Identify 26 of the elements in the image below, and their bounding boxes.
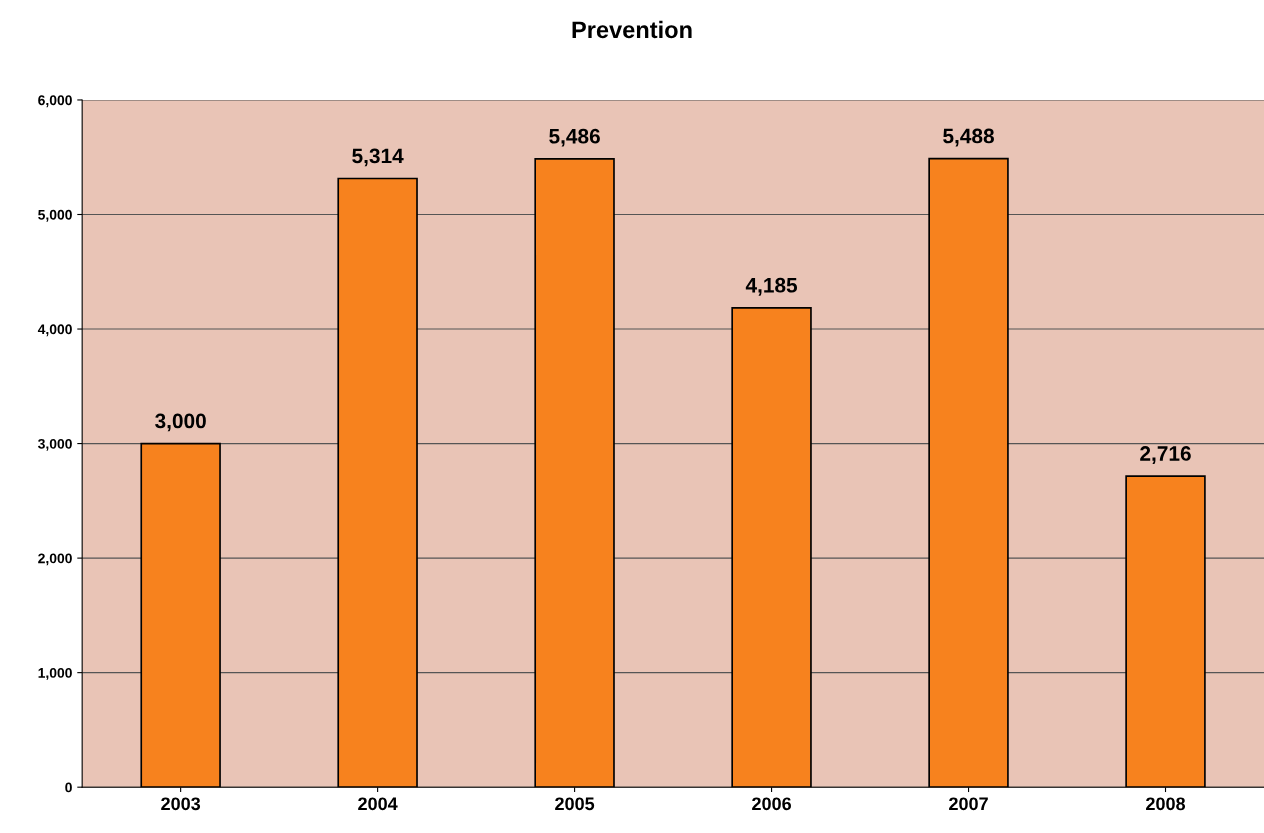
bar — [534, 157, 615, 788]
x-tick-label: 2004 — [358, 797, 398, 811]
data-label: 2,716 — [1140, 446, 1191, 464]
bar — [337, 177, 418, 788]
data-label: 5,488 — [943, 128, 994, 147]
x-tick-label: 2003 — [161, 797, 201, 811]
x-tick-label: 2008 — [1146, 797, 1186, 811]
y-tick-label: 2,000 — [38, 553, 72, 566]
y-tick-label: 3,000 — [38, 438, 72, 451]
y-tick-label: 0 — [65, 782, 72, 793]
data-label: 5,486 — [549, 128, 600, 147]
bar — [731, 307, 812, 788]
data-label: 4,185 — [745, 277, 798, 296]
bar — [928, 157, 1009, 788]
x-tick-label: 2006 — [752, 797, 791, 811]
x-tick-label: 2007 — [949, 797, 988, 811]
bar — [1125, 475, 1206, 788]
y-tick-label: 4,000 — [37, 324, 72, 337]
data-label: 5,314 — [352, 148, 404, 167]
y-tick-label: 6,000 — [38, 95, 72, 108]
chart-title: Prevention — [572, 20, 692, 39]
y-tick-label: 1,000 — [38, 667, 72, 680]
x-tick-label: 2005 — [555, 797, 595, 811]
bar — [140, 442, 221, 788]
data-label: 3,000 — [155, 413, 206, 432]
y-tick-label: 5,000 — [38, 209, 72, 222]
